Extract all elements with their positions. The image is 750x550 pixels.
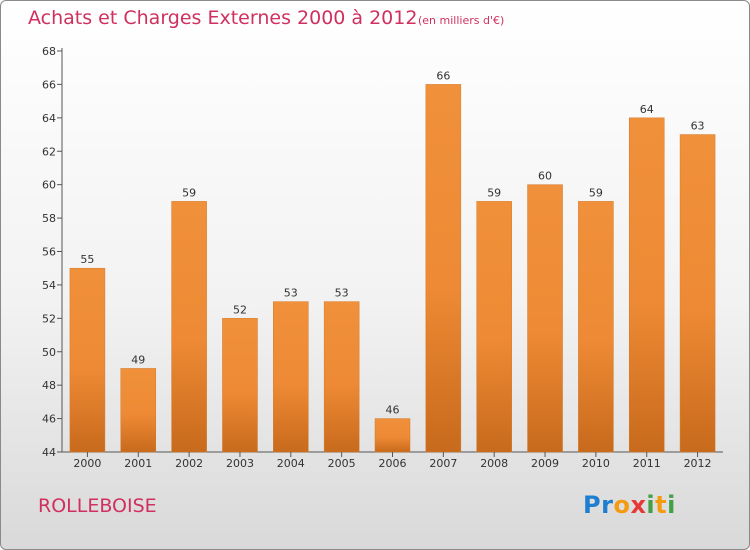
y-tick-label: 58 xyxy=(42,212,56,225)
x-tick-label: 2003 xyxy=(226,457,254,470)
place-name: ROLLEBOISE xyxy=(38,495,157,517)
bar-value-label: 59 xyxy=(182,186,196,199)
bar-value-label: 60 xyxy=(538,170,552,183)
logo-letter: r xyxy=(601,491,614,519)
bar xyxy=(527,184,563,453)
x-tick-label: 2011 xyxy=(633,457,661,470)
y-tick-label: 66 xyxy=(42,78,56,91)
chart-title: Achats et Charges Externes 2000 à 2012 xyxy=(28,7,418,29)
logo-letter: i xyxy=(667,491,676,519)
x-tick-label: 2010 xyxy=(582,457,610,470)
bar xyxy=(374,418,411,453)
bar xyxy=(425,84,462,453)
x-tick-label: 2000 xyxy=(73,457,101,470)
y-tick-label: 50 xyxy=(42,346,56,359)
chart-subtitle: (en milliers d'€) xyxy=(418,14,505,27)
y-tick-label: 68 xyxy=(42,45,56,58)
logo-letter: i xyxy=(646,491,656,519)
y-tick-label: 56 xyxy=(42,246,56,259)
bar xyxy=(171,201,207,453)
bar xyxy=(323,301,360,453)
bar xyxy=(222,318,258,453)
y-tick-label: 60 xyxy=(42,179,56,192)
bar-value-label: 59 xyxy=(487,186,501,199)
y-tick-label: 62 xyxy=(42,145,56,158)
bar xyxy=(628,117,665,453)
bar xyxy=(679,134,716,453)
x-tick-label: 2012 xyxy=(684,457,712,470)
bar-value-label: 66 xyxy=(436,69,450,82)
x-tick-label: 2001 xyxy=(124,457,152,470)
x-tick-label: 2009 xyxy=(531,457,559,470)
bar xyxy=(578,201,614,453)
bar xyxy=(69,267,106,453)
bar xyxy=(120,368,157,453)
bar xyxy=(273,301,309,453)
bar-value-label: 53 xyxy=(335,287,349,300)
x-tick-label: 2006 xyxy=(379,457,407,470)
y-tick-label: 46 xyxy=(42,413,56,426)
bar-value-label: 53 xyxy=(284,287,298,300)
logo-letter: o xyxy=(613,491,631,519)
x-tick-label: 2004 xyxy=(277,457,305,470)
bar xyxy=(476,201,512,453)
bar-value-label: 49 xyxy=(131,353,145,366)
y-tick-label: 52 xyxy=(42,312,56,325)
logo-letter: t xyxy=(655,491,668,519)
y-tick-label: 64 xyxy=(42,112,56,125)
logo-letter: x xyxy=(630,491,647,519)
proxiti-logo: Proxiti xyxy=(583,491,676,519)
y-tick-label: 48 xyxy=(42,379,56,392)
x-tick-label: 2007 xyxy=(429,457,457,470)
y-tick-label: 54 xyxy=(42,279,56,292)
bar-value-label: 59 xyxy=(589,186,603,199)
bar-value-label: 63 xyxy=(691,120,705,133)
x-tick-label: 2008 xyxy=(480,457,508,470)
y-tick-label: 44 xyxy=(42,446,56,459)
x-tick-label: 2002 xyxy=(175,457,203,470)
bar-value-label: 46 xyxy=(386,404,400,417)
bar-value-label: 52 xyxy=(233,303,247,316)
bar-value-label: 64 xyxy=(640,103,654,116)
bar-value-label: 55 xyxy=(80,253,94,266)
logo-letter: P xyxy=(583,491,602,519)
x-tick-label: 2005 xyxy=(328,457,356,470)
